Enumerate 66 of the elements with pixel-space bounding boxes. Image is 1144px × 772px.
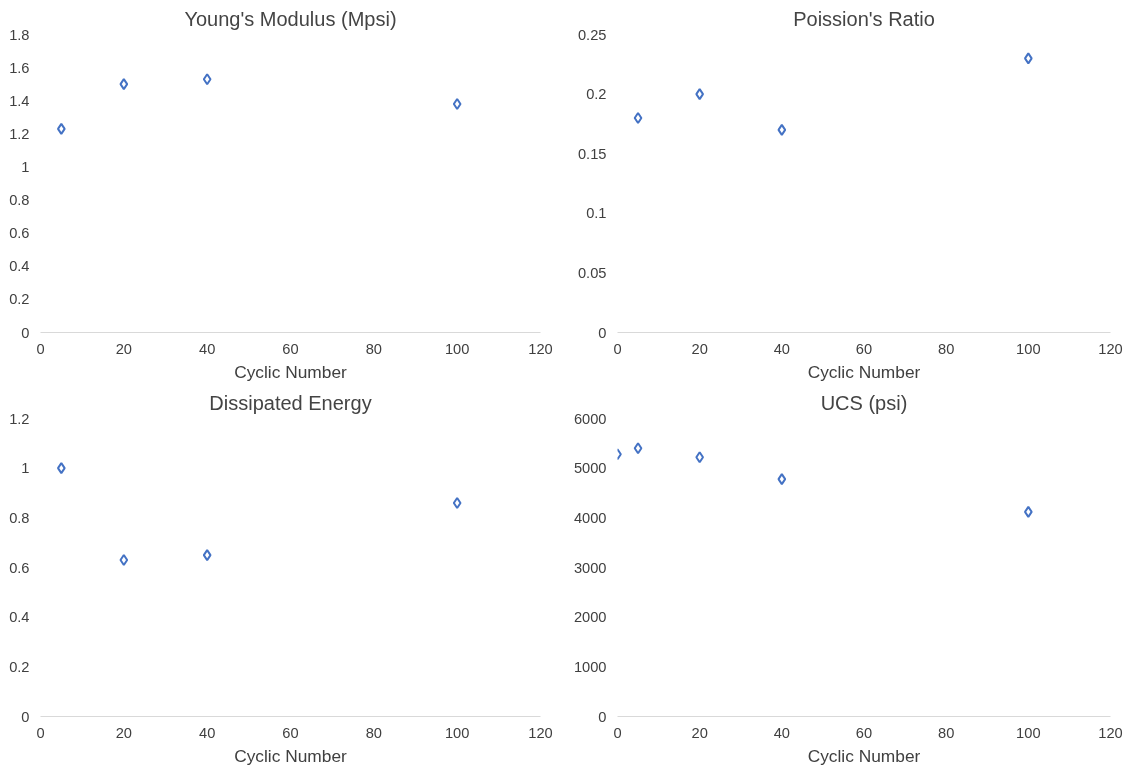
y-tick-label: 0 bbox=[21, 324, 30, 341]
y-tick-label: 1.6 bbox=[9, 59, 30, 76]
x-axis-title: Cyclic Number bbox=[807, 745, 921, 766]
x-tick-label: 80 bbox=[938, 724, 955, 741]
x-tick-label: 20 bbox=[115, 724, 132, 741]
x-tick-label: 60 bbox=[282, 724, 299, 741]
y-tick-label: 1 bbox=[21, 158, 30, 175]
y-tick-label: 1000 bbox=[573, 658, 607, 675]
y-tick-label: 1.4 bbox=[9, 92, 30, 109]
x-tick-label: 100 bbox=[1016, 340, 1041, 357]
x-axis-title: Cyclic Number bbox=[234, 361, 348, 382]
x-tick-label: 20 bbox=[115, 340, 132, 357]
y-tick-label: 0 bbox=[598, 324, 607, 341]
y-tick-label: 0.2 bbox=[9, 658, 30, 675]
x-tick-label: 40 bbox=[773, 724, 790, 741]
y-tick-label: 3000 bbox=[573, 559, 607, 576]
x-tick-label: 100 bbox=[1016, 724, 1041, 741]
x-tick-label: 0 bbox=[36, 340, 45, 357]
y-tick-label: 0.05 bbox=[577, 264, 607, 281]
x-tick-label: 40 bbox=[773, 340, 790, 357]
y-tick-label: 0.25 bbox=[577, 26, 607, 43]
x-tick-label: 0 bbox=[613, 724, 622, 741]
x-tick-label: 80 bbox=[365, 724, 382, 741]
y-tick-label: 1 bbox=[21, 460, 30, 477]
x-tick-label: 120 bbox=[528, 724, 553, 741]
x-tick-label: 60 bbox=[282, 340, 299, 357]
y-tick-label: 0.2 bbox=[586, 86, 607, 103]
x-tick-label: 100 bbox=[444, 724, 470, 741]
y-tick-label: 2000 bbox=[573, 609, 607, 626]
x-tick-label: 20 bbox=[691, 340, 708, 357]
x-tick-label: 120 bbox=[528, 340, 553, 357]
chart-title: Young's Modulus (Mpsi) bbox=[184, 7, 397, 30]
x-tick-label: 120 bbox=[1098, 724, 1123, 741]
y-tick-label: 1.2 bbox=[9, 410, 30, 427]
y-tick-label: 0.1 bbox=[586, 205, 607, 222]
y-tick-label: 1.2 bbox=[9, 125, 30, 142]
y-tick-label: 6000 bbox=[573, 410, 607, 427]
x-tick-label: 0 bbox=[36, 724, 45, 741]
chart-title: UCS (psi) bbox=[820, 391, 908, 414]
x-tick-label: 0 bbox=[613, 340, 622, 357]
y-tick-label: 5000 bbox=[573, 460, 607, 477]
x-tick-label: 120 bbox=[1098, 340, 1123, 357]
y-tick-label: 0.8 bbox=[9, 192, 30, 209]
y-tick-label: 1.8 bbox=[9, 26, 30, 43]
y-tick-label: 0.2 bbox=[9, 291, 30, 308]
x-tick-label: 60 bbox=[855, 724, 873, 741]
x-tick-label: 60 bbox=[855, 340, 873, 357]
y-tick-label: 0.15 bbox=[577, 145, 607, 162]
x-tick-label: 80 bbox=[938, 340, 955, 357]
chart-title: Poission's Ratio bbox=[793, 7, 935, 30]
y-tick-label: 0.6 bbox=[9, 559, 30, 576]
x-axis-title: Cyclic Number bbox=[234, 745, 348, 766]
y-tick-label: 0 bbox=[21, 708, 30, 725]
y-tick-label: 0.4 bbox=[9, 258, 30, 275]
x-tick-label: 20 bbox=[691, 724, 708, 741]
y-tick-label: 0 bbox=[598, 708, 607, 725]
x-tick-label: 40 bbox=[199, 340, 216, 357]
chart-title: Dissipated Energy bbox=[209, 391, 372, 414]
y-tick-label: 0.6 bbox=[9, 225, 30, 242]
y-tick-label: 0.8 bbox=[9, 509, 30, 526]
x-axis-title: Cyclic Number bbox=[807, 361, 921, 382]
x-tick-label: 80 bbox=[365, 340, 382, 357]
y-tick-label: 0.4 bbox=[9, 609, 30, 626]
x-tick-label: 100 bbox=[444, 340, 470, 357]
y-tick-label: 4000 bbox=[573, 509, 607, 526]
x-tick-label: 40 bbox=[199, 724, 216, 741]
